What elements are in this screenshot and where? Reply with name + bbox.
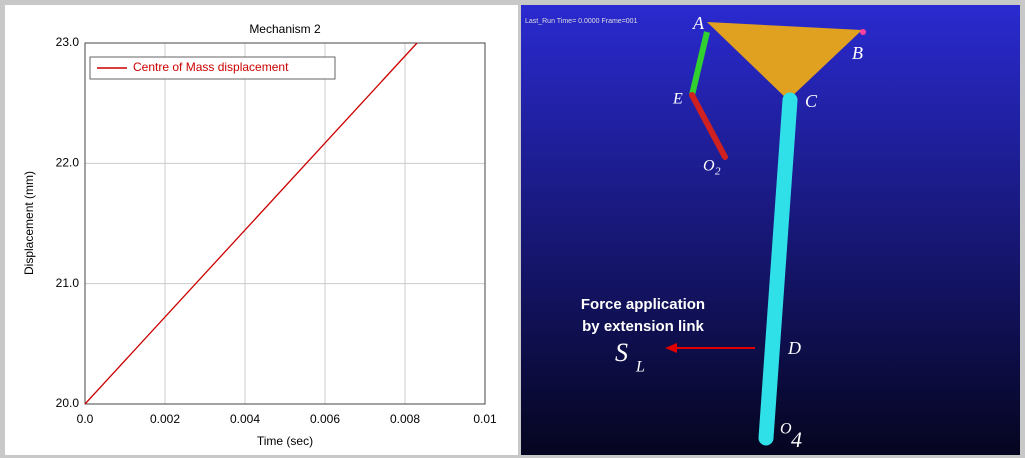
x-tick-label: 0.0 <box>77 412 94 426</box>
y-tick-label: 20.0 <box>56 396 80 410</box>
label-c: C <box>805 91 818 111</box>
legend-label: Centre of Mass displacement <box>133 60 289 74</box>
annotation: Force application <box>581 296 705 313</box>
x-axis-label: Time (sec) <box>257 434 313 448</box>
joint-b <box>860 29 866 35</box>
chart-title: Mechanism 2 <box>249 22 321 36</box>
y-axis-label: Displacement (mm) <box>22 171 36 275</box>
label-d: D <box>787 338 801 358</box>
label-s-sub: L <box>635 359 645 376</box>
status-text: Last_Run Time= 0.0000 Frame=001 <box>525 18 638 25</box>
label-e: E <box>672 91 683 108</box>
x-tick-label: 0.006 <box>310 412 340 426</box>
label-b: B <box>852 43 863 63</box>
y-tick-label: 22.0 <box>56 156 80 170</box>
label-o4-sub: 4 <box>791 427 802 452</box>
screen: Mechanism 2 Time (sec) Displacement (mm)… <box>0 0 1025 458</box>
x-tick-label: 0.01 <box>473 412 497 426</box>
label-o2-sub: 2 <box>715 166 721 178</box>
label-s: S <box>615 338 628 367</box>
y-tick-label: 21.0 <box>56 276 80 290</box>
label-a: A <box>692 13 705 33</box>
y-tick-label: 23.0 <box>56 35 80 49</box>
annotation: by extension link <box>582 318 704 335</box>
page: Mechanism 2 Time (sec) Displacement (mm)… <box>0 0 1025 458</box>
x-tick-label: 0.004 <box>230 412 260 426</box>
x-tick-label: 0.002 <box>150 412 180 426</box>
x-tick-label: 0.008 <box>390 412 420 426</box>
label-o2: O <box>703 158 715 175</box>
